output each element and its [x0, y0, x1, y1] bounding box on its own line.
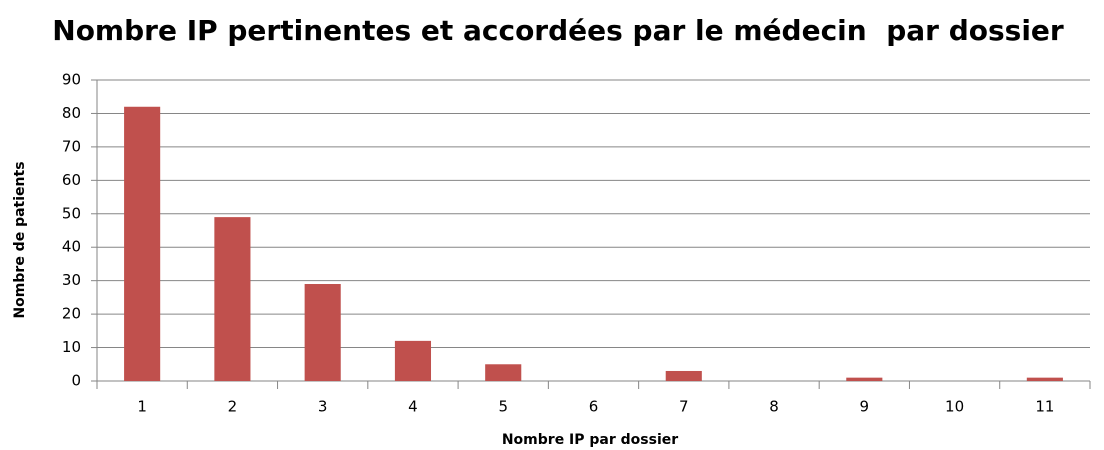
y-tick-label: 60 [62, 171, 81, 189]
x-tick-label: 3 [318, 398, 328, 416]
chart-title: Nombre IP pertinentes et accordées par l… [52, 14, 1064, 47]
x-tick-label: 2 [228, 398, 238, 416]
y-tick-label: 40 [62, 238, 81, 256]
x-tick-label: 5 [498, 398, 508, 416]
y-tick-label: 50 [62, 204, 81, 222]
y-tick-label: 90 [62, 71, 81, 89]
x-tick-label: 8 [769, 398, 779, 416]
y-tick-label: 30 [62, 271, 81, 289]
x-tick-label: 6 [589, 398, 599, 416]
x-tick-label: 11 [1035, 398, 1054, 416]
x-tick-label: 4 [408, 398, 418, 416]
x-tick-label: 9 [860, 398, 870, 416]
y-tick-label: 10 [62, 338, 81, 356]
bar [1026, 377, 1063, 381]
bar [846, 377, 883, 381]
bar [124, 106, 161, 381]
bar [485, 364, 522, 381]
bar [394, 340, 432, 381]
x-tick-label: 10 [945, 398, 964, 416]
y-tick-label: 0 [71, 372, 81, 390]
x-axis-label: Nombre IP par dossier [502, 432, 678, 448]
x-tick-label: 1 [137, 398, 147, 416]
y-tick-label: 20 [62, 305, 81, 323]
y-tick-label: 70 [62, 137, 81, 155]
bar [214, 217, 251, 381]
x-tick-label: 7 [679, 398, 689, 416]
bar [665, 370, 702, 381]
y-axis-label: Nombre de patients [12, 161, 28, 318]
y-tick-label: 80 [62, 104, 81, 122]
bar [304, 284, 341, 381]
